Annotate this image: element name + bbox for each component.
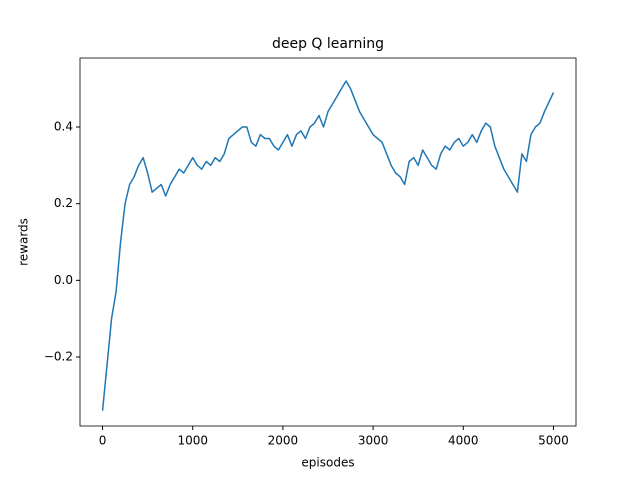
y-tick-label: 0.0	[54, 273, 73, 287]
plot-frame	[79, 57, 577, 427]
data-line	[101, 80, 555, 411]
x-tick-label: 4000	[448, 434, 479, 448]
x-axis-label: episodes	[301, 456, 354, 470]
y-tick-label: −0.2	[44, 350, 73, 364]
x-tick-label: 5000	[538, 434, 569, 448]
x-tick-label: 2000	[268, 434, 299, 448]
chart-title: deep Q learning	[272, 36, 384, 52]
x-tick-label: 1000	[177, 434, 208, 448]
y-tick-label: 0.2	[54, 196, 73, 210]
x-tick-label: 3000	[358, 434, 389, 448]
y-axis-label: rewards	[17, 218, 31, 266]
x-tick-label: 0	[99, 434, 107, 448]
y-tick-label: 0.4	[54, 120, 73, 134]
